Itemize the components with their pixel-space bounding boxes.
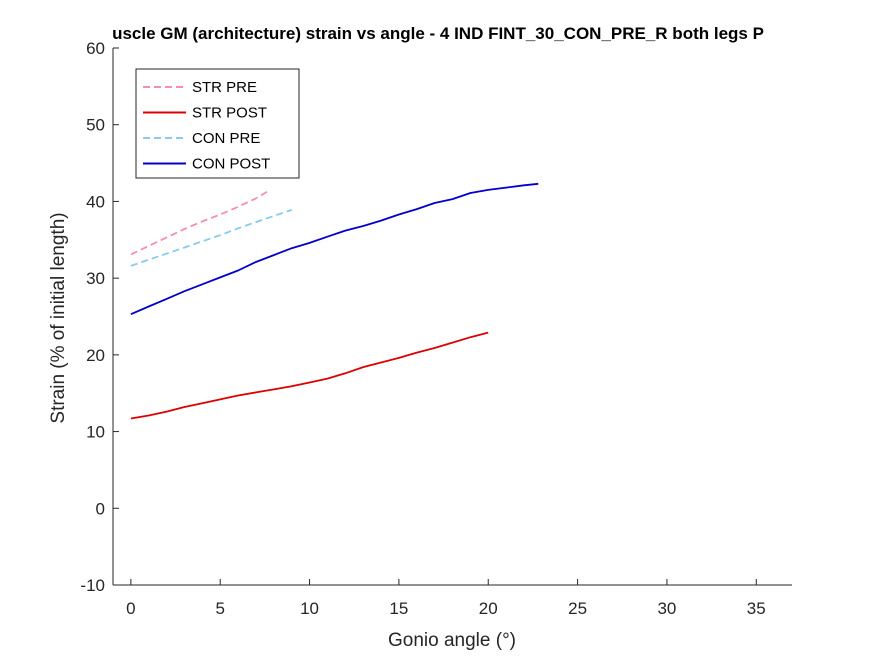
x-tick-label: 10 xyxy=(300,599,319,618)
x-axis-label: Gonio angle (°) xyxy=(388,630,516,651)
y-tick-label: 60 xyxy=(86,39,105,58)
x-tick-label: 20 xyxy=(479,599,498,618)
y-tick-label: 50 xyxy=(86,116,105,135)
y-tick-label: -10 xyxy=(80,576,105,595)
x-tick-label: 35 xyxy=(747,599,766,618)
plot-lines xyxy=(130,182,539,420)
y-axis-label: Strain (% of initial length) xyxy=(48,212,69,423)
series-line-con-post xyxy=(130,182,539,316)
x-tick-label: 30 xyxy=(657,599,676,618)
y-tick-label: 30 xyxy=(86,269,105,288)
series-line-con-pre xyxy=(130,209,292,267)
y-tick-label: 0 xyxy=(96,499,105,518)
legend: STR PRE STR POST CON PRE CON POST xyxy=(135,68,300,179)
series-line-str-pre xyxy=(130,189,271,256)
x-tick-label: 5 xyxy=(215,599,224,618)
x-tick-label: 25 xyxy=(568,599,587,618)
x-tick-label: 0 xyxy=(126,599,135,618)
axes: 0 5 10 15 20 25 30 35 -10 0 10 20 30 40 50 60 xyxy=(80,39,792,618)
legend-label: CON POST xyxy=(192,156,270,173)
chart-title: uscle GM (architecture) strain vs angle … xyxy=(112,24,764,43)
y-tick-label: 10 xyxy=(86,423,105,442)
legend-box xyxy=(135,68,300,179)
legend-label: STR PRE xyxy=(192,79,257,96)
legend-label: STR POST xyxy=(192,105,267,122)
x-tick-label: 15 xyxy=(389,599,408,618)
legend-label: CON PRE xyxy=(192,130,260,147)
y-tick-label: 40 xyxy=(86,192,105,211)
y-tick-label: 20 xyxy=(86,346,105,365)
series-line-str-post xyxy=(130,331,489,420)
